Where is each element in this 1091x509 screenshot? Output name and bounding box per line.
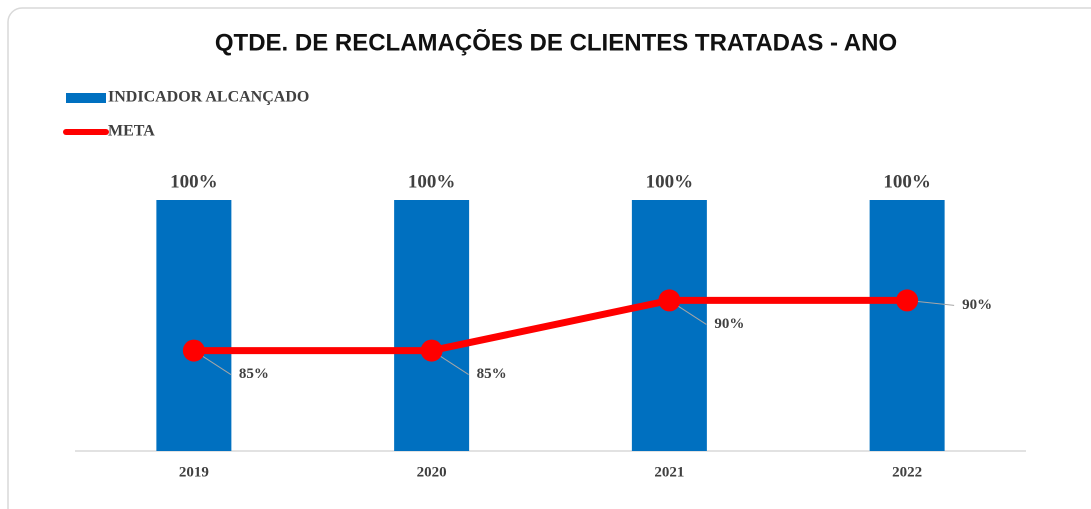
line-point: [896, 289, 919, 312]
line-point: [420, 339, 443, 362]
bar: [394, 200, 470, 451]
line-value-label: 90%: [962, 297, 992, 313]
line: [193, 296, 908, 355]
legend-label: META: [108, 123, 155, 140]
legend-label: INDICADOR ALCANÇADO: [108, 89, 309, 106]
x-tick-label: 2021: [654, 464, 684, 480]
card: [7, 7, 1091, 509]
bar: [156, 200, 232, 451]
line-point: [658, 289, 681, 312]
x-tick-label: 2022: [892, 464, 922, 480]
chart-title: QTDE. DE RECLAMAÇÕES DE CLIENTES TRATADA…: [215, 28, 897, 56]
x-tick-label: 2019: [179, 464, 209, 480]
x-tick-label: 2020: [417, 464, 447, 480]
bar: [869, 200, 945, 451]
legend-swatch: [66, 93, 106, 103]
line-value-label: 85%: [477, 366, 507, 382]
bar-value-label: 100%: [408, 171, 456, 192]
bar-value-label: 100%: [170, 171, 218, 192]
bar: [631, 200, 707, 451]
line-point: [182, 339, 205, 362]
bar-value-label: 100%: [883, 171, 931, 192]
bar-value-label: 100%: [646, 171, 694, 192]
line-value-label: 90%: [714, 316, 744, 332]
line-value-label: 85%: [239, 366, 269, 382]
